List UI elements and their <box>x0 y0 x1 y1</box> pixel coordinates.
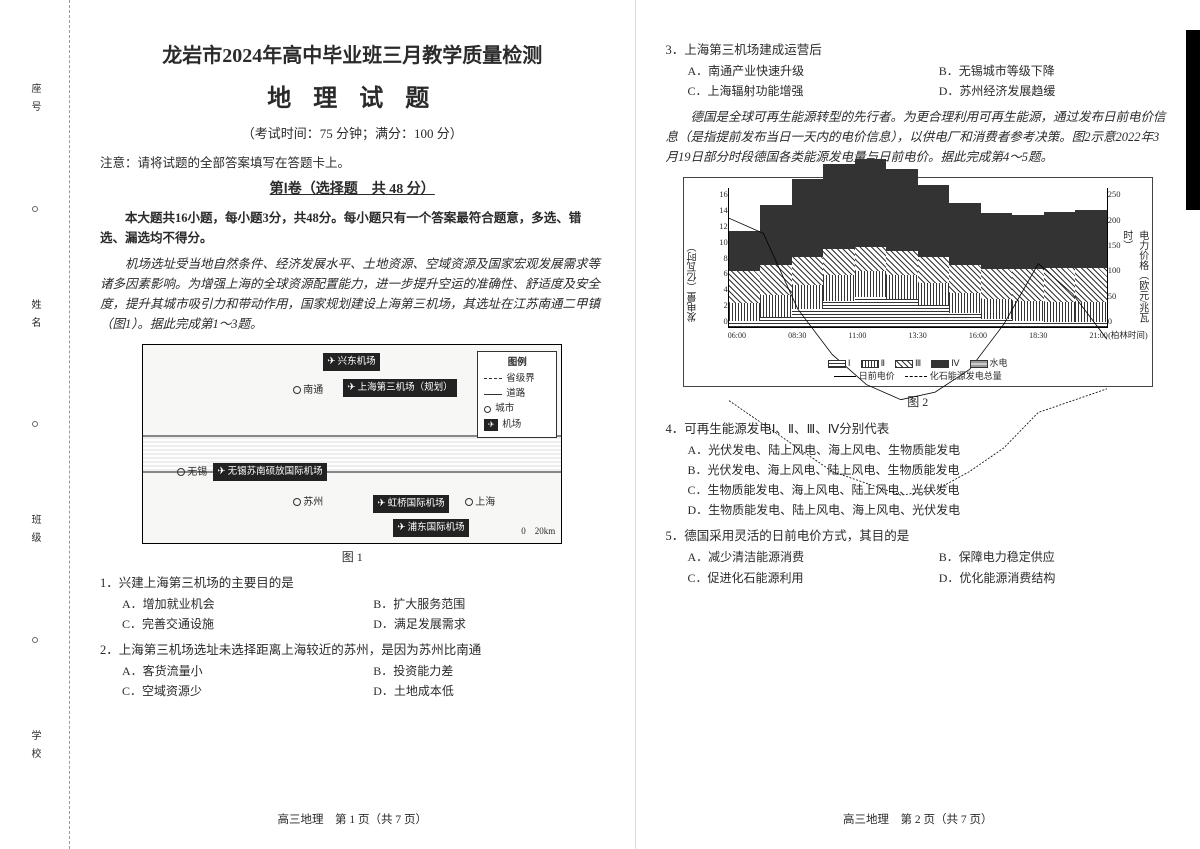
q1-opt: C．完善交通设施 <box>122 615 353 634</box>
q2-opt: B．投资能力差 <box>373 662 604 681</box>
q1-opt: D．满足发展需求 <box>373 615 604 634</box>
q3-stem: 3．上海第三机场建成运营后 <box>666 40 1171 60</box>
legend-item: 城市 <box>495 402 514 416</box>
scale-bar: 0 20km <box>521 524 555 538</box>
page-2: 3．上海第三机场建成运营后 A．南通产业快速升级 B．无锡城市等级下降 C．上海… <box>636 0 1200 849</box>
q2-opt: A．客货流量小 <box>122 662 353 681</box>
legend-item: 水电 <box>990 358 1008 368</box>
figure-1-map: 兴东机场上海第三机场（规划） 无锡苏南硕放国际机场虹桥国际机场浦东国际机场 南通无… <box>142 344 562 544</box>
section-header: 第Ⅰ卷（选择题 共 48 分） <box>100 179 605 201</box>
airport-label: 虹桥国际机场 <box>373 495 448 513</box>
scale-label: 0 20km <box>521 524 555 538</box>
question-2: 2．上海第三机场选址未选择距离上海较近的苏州，是因为苏州比南通 A．客货流量小 … <box>100 640 605 701</box>
legend-item: 日前电价 <box>859 371 895 381</box>
passage-2: 德国是全球可再生能源转型的先行者。为更合理利用可再生能源，通过发布日前电价信息（… <box>666 107 1171 167</box>
q3-opt: D．苏州经济发展趋缓 <box>939 82 1170 101</box>
city-label: 无锡 <box>177 465 207 481</box>
airport-label: 上海第三机场（规划） <box>343 379 456 397</box>
city-label: 上海 <box>465 495 495 511</box>
subject-title: 地 理 试 题 <box>100 80 605 118</box>
figure-1-caption: 图 1 <box>100 548 605 567</box>
exam-title: 龙岩市2024年高中毕业班三月教学质量检测 <box>100 40 605 72</box>
binding-label: 姓名 <box>27 299 42 335</box>
airport-label: 兴东机场 <box>323 353 379 371</box>
legend-title: 图例 <box>484 356 550 370</box>
q3-opt: C．上海辐射功能增强 <box>688 82 919 101</box>
exam-info: （考试时间：75 分钟；满分：100 分） <box>100 124 605 145</box>
q2-opt: C．空域资源少 <box>122 682 353 701</box>
legend-item: Ⅳ <box>951 358 959 368</box>
y-left-ticks: 1614121086420 <box>698 188 728 328</box>
q3-opt: B．无锡城市等级下降 <box>939 62 1170 81</box>
q5-opt: D．优化能源消费结构 <box>939 569 1170 588</box>
x-axis-suffix: (柏林时间) <box>1108 329 1148 343</box>
q1-opt: A．增加就业机会 <box>122 595 353 614</box>
q2-stem: 2．上海第三机场选址未选择距离上海较近的苏州，是因为苏州比南通 <box>100 640 605 660</box>
page-1: 龙岩市2024年高中毕业班三月教学质量检测 地 理 试 题 （考试时间：75 分… <box>70 0 636 849</box>
page-2-footer: 高三地理 第 2 页（共 7 页） <box>666 803 1171 829</box>
figure-2-chart: 发电量（亿瓦时） 电力价格（欧元/兆瓦时） 1614121086420 2502… <box>683 177 1153 387</box>
binding-dot <box>32 637 38 643</box>
binding-dot <box>32 421 38 427</box>
legend-item: 省级界 <box>506 372 535 386</box>
legend-item: 道路 <box>506 387 525 401</box>
scan-edge-artifact <box>1186 30 1200 210</box>
section-instructions: 本大题共16小题，每小题3分，共48分。每小题只有一个答案最符合题意，多选、错选… <box>100 208 605 248</box>
city-label: 苏州 <box>293 495 323 511</box>
notice: 注意：请将试题的全部答案填写在答题卡上。 <box>100 153 605 173</box>
page-1-footer: 高三地理 第 1 页（共 7 页） <box>100 803 605 829</box>
y-right-ticks: 250200150100500 <box>1108 188 1138 328</box>
q1-stem: 1．兴建上海第三机场的主要目的是 <box>100 573 605 593</box>
binding-label: 班级 <box>27 514 42 550</box>
legend-item: 化石能源发电总量 <box>930 371 1002 381</box>
city-label: 南通 <box>293 383 323 399</box>
question-1: 1．兴建上海第三机场的主要目的是 A．增加就业机会 B．扩大服务范围 C．完善交… <box>100 573 605 634</box>
legend-item: Ⅲ <box>915 358 921 368</box>
x-ticks: 06:0008:3011:0013:3016:0018:3021:00 <box>728 330 1108 343</box>
passage-1: 机场选址受当地自然条件、经济发展水平、土地资源、空域资源及国家宏观发展需求等诸多… <box>100 254 605 334</box>
q5-opt: C．促进化石能源利用 <box>688 569 919 588</box>
legend-item: Ⅰ <box>848 358 851 368</box>
airport-label: 浦东国际机场 <box>393 519 468 537</box>
chart-plot-area <box>728 188 1108 328</box>
binding-label: 座号 <box>27 83 42 119</box>
binding-margin: 座号 姓名 班级 学校 <box>0 0 70 849</box>
q1-opt: B．扩大服务范围 <box>373 595 604 614</box>
binding-label: 学校 <box>27 730 42 766</box>
legend-item: 机场 <box>502 418 521 432</box>
binding-dot <box>32 206 38 212</box>
q2-opt: D．土地成本低 <box>373 682 604 701</box>
airport-label: 无锡苏南硕放国际机场 <box>213 463 326 481</box>
legend-item: Ⅱ <box>881 358 885 368</box>
map-legend: 图例 省级界 道路 城市 ✈机场 <box>477 351 557 438</box>
question-3: 3．上海第三机场建成运营后 A．南通产业快速升级 B．无锡城市等级下降 C．上海… <box>666 40 1171 101</box>
chart-legend: Ⅰ Ⅱ Ⅲ Ⅳ 水电 日前电价 化石能源发电总量 <box>728 357 1108 382</box>
q3-opt: A．南通产业快速升级 <box>688 62 919 81</box>
